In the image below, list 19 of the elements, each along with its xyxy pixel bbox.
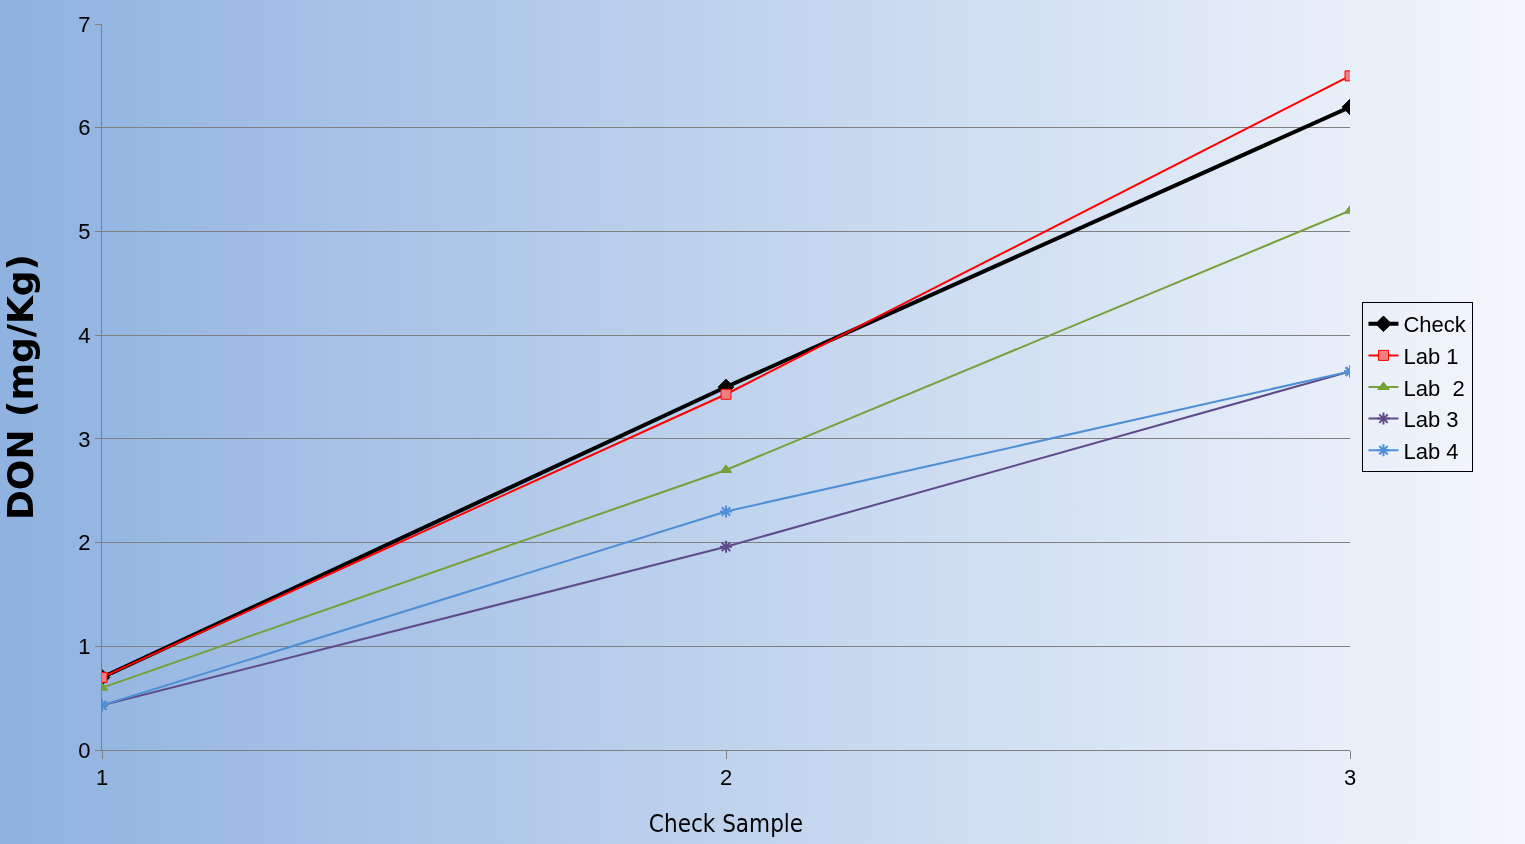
y-tick-label: 0: [78, 737, 91, 763]
x-tick-label: 1: [95, 765, 109, 791]
y-tick-label: 3: [78, 426, 91, 452]
y-tick-label: 4: [78, 322, 91, 348]
y-tick-label: 2: [78, 530, 91, 556]
x-axis-title: Check Sample: [648, 810, 804, 838]
x-tick-label: 3: [1343, 765, 1357, 791]
x-tick-label: 2: [719, 765, 733, 791]
legend-label: Lab 2: [1403, 375, 1465, 401]
point: [719, 539, 733, 554]
y-axis-title: DON (mg/Kg): [0, 253, 41, 521]
y-tick-label: 5: [78, 219, 91, 245]
y-tick-label: 1: [78, 633, 91, 659]
y-tick-label: 6: [78, 115, 91, 141]
legend-label: Lab 3: [1403, 407, 1459, 433]
legend-label: Lab 4: [1403, 438, 1459, 464]
y-tick-label: 7: [78, 11, 91, 37]
legend-label: Lab 1: [1403, 343, 1459, 369]
legend-label: Check: [1403, 312, 1467, 338]
